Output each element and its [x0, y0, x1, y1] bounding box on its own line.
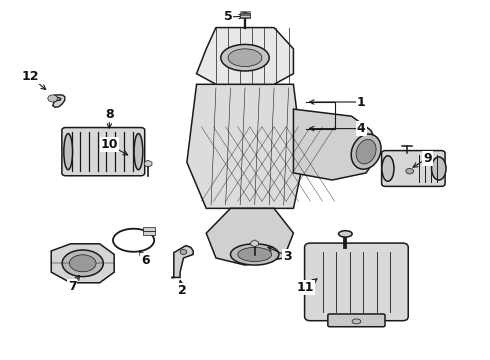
- Polygon shape: [51, 244, 114, 283]
- Bar: [240, 13, 250, 18]
- Text: 4: 4: [357, 122, 366, 135]
- Text: 9: 9: [423, 152, 432, 165]
- Ellipse shape: [64, 134, 73, 170]
- Ellipse shape: [230, 244, 279, 265]
- Text: 10: 10: [100, 138, 118, 151]
- Circle shape: [406, 168, 414, 174]
- Ellipse shape: [382, 156, 394, 181]
- Circle shape: [48, 95, 57, 102]
- Text: 2: 2: [178, 284, 186, 297]
- Text: 1: 1: [357, 95, 366, 108]
- Text: 3: 3: [283, 250, 292, 263]
- FancyBboxPatch shape: [305, 243, 408, 321]
- FancyBboxPatch shape: [62, 127, 145, 176]
- Ellipse shape: [62, 250, 103, 276]
- Polygon shape: [144, 160, 152, 167]
- Polygon shape: [206, 208, 294, 265]
- Text: 12: 12: [22, 70, 39, 83]
- Text: 7: 7: [68, 280, 76, 293]
- Polygon shape: [172, 246, 193, 278]
- Ellipse shape: [70, 255, 96, 272]
- Ellipse shape: [352, 319, 361, 324]
- Polygon shape: [50, 95, 65, 107]
- Ellipse shape: [432, 157, 446, 180]
- Ellipse shape: [134, 134, 143, 170]
- Text: 8: 8: [105, 108, 114, 121]
- Polygon shape: [241, 12, 249, 19]
- FancyBboxPatch shape: [382, 150, 445, 186]
- Ellipse shape: [238, 247, 271, 261]
- Polygon shape: [196, 28, 294, 84]
- Polygon shape: [251, 240, 259, 247]
- Ellipse shape: [339, 231, 352, 237]
- Polygon shape: [187, 84, 303, 208]
- Ellipse shape: [356, 139, 376, 164]
- Ellipse shape: [228, 49, 262, 67]
- Circle shape: [180, 249, 187, 255]
- Text: 6: 6: [142, 254, 150, 267]
- Text: 5: 5: [223, 10, 232, 23]
- Text: 11: 11: [297, 281, 314, 294]
- Ellipse shape: [351, 134, 381, 169]
- Polygon shape: [294, 109, 381, 180]
- FancyBboxPatch shape: [328, 314, 385, 327]
- Bar: [143, 227, 155, 235]
- Ellipse shape: [221, 44, 269, 71]
